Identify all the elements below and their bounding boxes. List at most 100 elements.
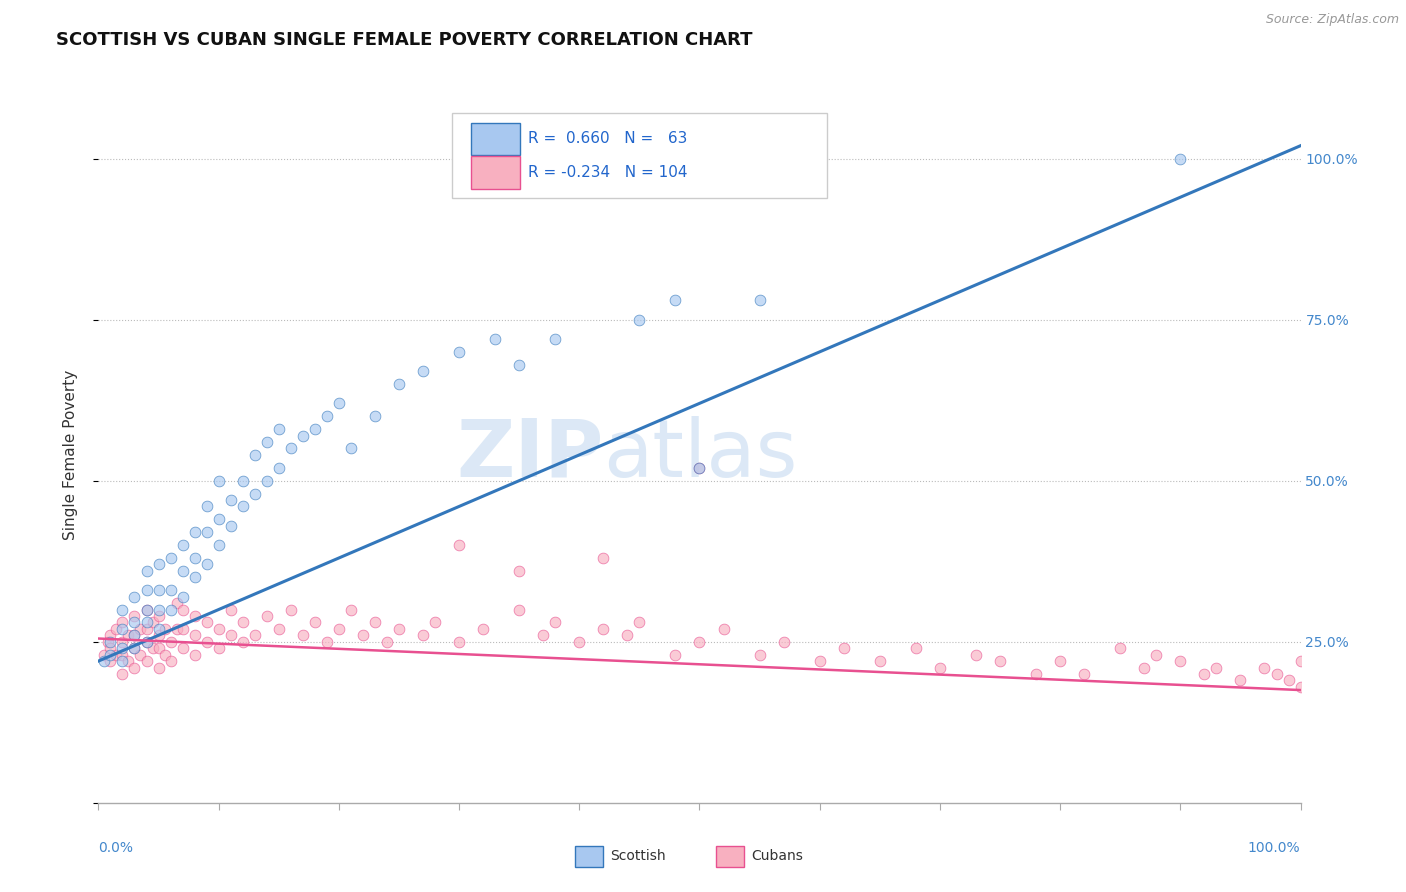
- Point: [159, 654, 181, 668]
- Point: [256, 435, 278, 450]
- Point: [267, 460, 290, 475]
- Point: [1289, 680, 1312, 694]
- Point: [988, 654, 1011, 668]
- Point: [340, 442, 363, 456]
- Point: [172, 641, 194, 656]
- Point: [208, 622, 231, 636]
- Point: [124, 590, 146, 604]
- Point: [1073, 667, 1095, 681]
- Point: [208, 474, 231, 488]
- Point: [628, 615, 651, 630]
- Point: [195, 634, 218, 648]
- Text: ZIP: ZIP: [456, 416, 603, 494]
- Point: [267, 422, 290, 436]
- Point: [447, 634, 470, 648]
- Point: [135, 634, 157, 648]
- Point: [117, 654, 139, 668]
- Point: [135, 602, 157, 616]
- Point: [148, 609, 170, 624]
- Point: [447, 538, 470, 552]
- Text: atlas: atlas: [603, 416, 797, 494]
- Point: [1133, 660, 1156, 674]
- Point: [100, 641, 122, 656]
- Point: [172, 564, 194, 578]
- Point: [256, 474, 278, 488]
- Point: [291, 628, 314, 642]
- Point: [869, 654, 891, 668]
- Point: [148, 660, 170, 674]
- Point: [772, 634, 794, 648]
- Text: SCOTTISH VS CUBAN SINGLE FEMALE POVERTY CORRELATION CHART: SCOTTISH VS CUBAN SINGLE FEMALE POVERTY …: [56, 31, 752, 49]
- Point: [195, 500, 218, 514]
- Text: Source: ZipAtlas.com: Source: ZipAtlas.com: [1265, 13, 1399, 27]
- Point: [148, 558, 170, 572]
- Point: [1265, 667, 1288, 681]
- Point: [664, 648, 686, 662]
- Point: [291, 428, 314, 442]
- Point: [267, 622, 290, 636]
- Point: [172, 590, 194, 604]
- Point: [124, 628, 146, 642]
- Point: [183, 609, 205, 624]
- Point: [219, 518, 242, 533]
- Point: [1109, 641, 1132, 656]
- Point: [412, 628, 434, 642]
- Point: [508, 358, 530, 372]
- Point: [412, 364, 434, 378]
- Point: [135, 583, 157, 598]
- Text: 0.0%: 0.0%: [98, 841, 134, 855]
- Point: [159, 634, 181, 648]
- Point: [243, 448, 266, 462]
- Point: [304, 615, 326, 630]
- Point: [1025, 667, 1047, 681]
- Point: [124, 609, 146, 624]
- Point: [166, 622, 188, 636]
- Point: [111, 602, 134, 616]
- Point: [208, 538, 231, 552]
- Point: [375, 634, 398, 648]
- Point: [1049, 654, 1071, 668]
- Point: [544, 615, 567, 630]
- Point: [531, 628, 554, 642]
- Point: [100, 634, 122, 648]
- Point: [135, 622, 157, 636]
- Point: [748, 648, 770, 662]
- Point: [1194, 667, 1216, 681]
- Point: [93, 654, 115, 668]
- Point: [904, 641, 927, 656]
- Point: [748, 293, 770, 308]
- Text: Cubans: Cubans: [751, 849, 803, 863]
- Point: [280, 602, 302, 616]
- Text: R =  0.660   N =   63: R = 0.660 N = 63: [527, 131, 688, 146]
- Point: [124, 660, 146, 674]
- Point: [808, 654, 831, 668]
- Point: [111, 634, 134, 648]
- Point: [472, 622, 495, 636]
- Point: [159, 551, 181, 566]
- Point: [124, 641, 146, 656]
- Point: [243, 628, 266, 642]
- Point: [159, 583, 181, 598]
- Point: [148, 602, 170, 616]
- Point: [256, 609, 278, 624]
- Point: [628, 312, 651, 326]
- Point: [100, 648, 122, 662]
- Point: [1277, 673, 1299, 688]
- Point: [232, 500, 254, 514]
- Point: [243, 486, 266, 500]
- Point: [352, 628, 374, 642]
- Point: [832, 641, 855, 656]
- Point: [689, 460, 711, 475]
- Point: [328, 396, 350, 410]
- Point: [219, 628, 242, 642]
- Point: [111, 648, 134, 662]
- Point: [172, 622, 194, 636]
- Point: [111, 667, 134, 681]
- Point: [124, 628, 146, 642]
- Point: [340, 602, 363, 616]
- Point: [568, 634, 591, 648]
- Point: [135, 634, 157, 648]
- Point: [105, 622, 128, 636]
- Point: [124, 615, 146, 630]
- Point: [208, 512, 231, 526]
